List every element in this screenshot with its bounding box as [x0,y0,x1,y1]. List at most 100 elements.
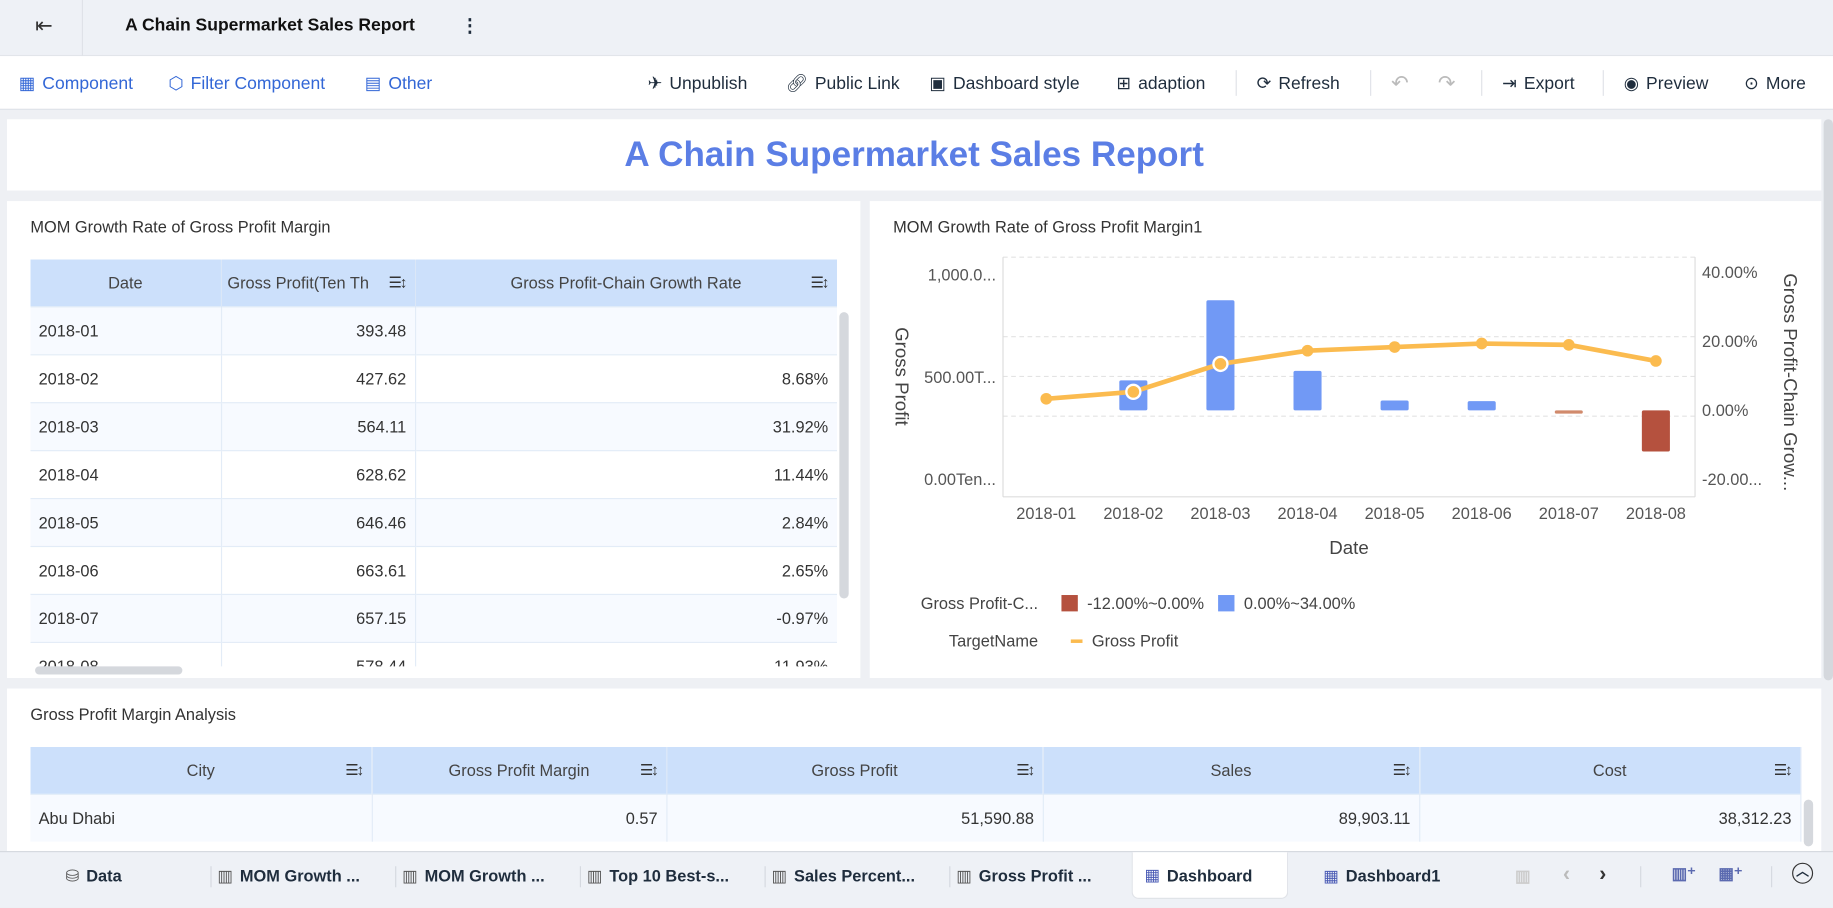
table-row: 2018-06 663.61 2.65% [30,545,838,594]
table-cell: 2018-07 [30,593,222,642]
table-cell: 2.84% [414,497,838,546]
table-cell: 89,903.11 [1042,793,1420,842]
refresh-button[interactable]: ⟳ Refresh [1256,73,1340,94]
column-header[interactable]: Sales ☰↕ [1042,746,1420,794]
other-button[interactable]: ▤ Other [364,73,433,94]
line-point-2018-04 [1301,344,1314,357]
table-cell: 2018-04 [30,449,222,498]
unpublish-icon: ✈ [647,73,663,94]
x-tick-label: 2018-04 [1278,505,1338,523]
dashboard-style-button[interactable]: ▣ Dashboard style [929,73,1080,94]
divider [1370,70,1372,96]
column-header-growth-rate[interactable]: Gross Profit-Chain Growth Rate ☰↕ [414,259,838,307]
widget-title: Gross Profit Margin Analysis [30,704,236,724]
gross-profit-line [1046,341,1657,402]
scroll-left-icon[interactable]: ‹ [1562,861,1570,885]
legend-item-negative[interactable]: -12.00%~0.00% [1087,593,1205,613]
kebab-icon[interactable]: ⋮ [460,16,480,37]
adaption-button[interactable]: ⊞ adaption [1116,73,1206,94]
table-row: 2018-05 646.46 2.84% [30,497,838,546]
tab-mom-growth[interactable]: ▥ MOM Growth ... [217,865,360,885]
left-axis-title: Gross Profit [891,327,912,426]
table-cell [414,305,838,355]
tab-dashboard[interactable]: ▦ Dashboard [1131,852,1289,899]
table-cell: 564.11 [220,401,416,451]
public-link-button[interactable]: 🔗︎ Public Link [785,73,900,94]
add-dashboard-icon[interactable]: ▦⁺ [1718,863,1743,883]
table-cell: 2018-02 [30,353,222,403]
right-tick-label: 40.00% [1702,264,1758,282]
tab-dashboard1[interactable]: ▦ Dashboard1 [1323,865,1441,885]
title-bar: ⇤ A Chain Supermarket Sales Report ⋮ [0,0,1833,57]
table-cell: -0.97% [414,593,838,642]
sort-icon[interactable]: ☰↕ [388,273,408,292]
sort-icon[interactable]: ☰↕ [345,761,364,779]
eye-icon: ◉ [1623,73,1640,94]
add-doc-icon: ▤ [364,73,382,94]
table-cell: 2018-06 [30,545,222,594]
unpublish-button[interactable]: ✈ Unpublish [647,73,748,94]
table-cell: 11.44% [414,449,838,498]
redo-icon[interactable]: ↷ [1437,70,1456,95]
bar-2018-06 [1467,401,1496,411]
undo-icon[interactable]: ↶ [1391,70,1409,95]
tab-data[interactable]: ⛁ Data [65,865,122,885]
dashboard-title-card: A Chain Supermarket Sales Report [7,119,1822,191]
export-button[interactable]: ⇥ Export [1502,73,1575,94]
table-cell: 31.92% [414,401,838,451]
sort-icon[interactable]: ☰↕ [1016,761,1035,779]
vertical-scrollbar[interactable] [839,312,849,599]
right-tick-label: 20.00% [1702,333,1758,351]
target-legend: TargetName Gross Profit [948,631,1179,650]
column-header[interactable]: Cost ☰↕ [1419,746,1801,794]
sort-icon[interactable]: ☰↕ [1773,761,1793,779]
component-button[interactable]: ▦ Component [18,73,133,94]
scroll-right-icon[interactable]: › [1599,861,1607,885]
sort-icon[interactable]: ☰↕ [1392,761,1412,779]
dashboard-title: A Chain Supermarket Sales Report [624,135,1204,175]
table-cell: 578.44 [220,641,416,667]
chart-icon: ▥ [1515,866,1531,885]
chart-icon: ▥ [586,865,603,885]
vertical-scrollbar[interactable] [1803,799,1814,847]
tab-gross-profit[interactable]: ▥ Gross Profit ... [956,865,1092,885]
table-cell: 2.65% [414,545,838,594]
x-tick-label: 2018-08 [1626,505,1686,523]
line-point-2018-01 [1040,392,1053,405]
legend-item-gross-profit[interactable]: Gross Profit [1091,631,1179,650]
line-point-2018-06 [1475,337,1488,350]
column-header-gross-profit[interactable]: Gross Profit(Ten Th ☰↕ [220,259,416,307]
collapse-up-icon[interactable]: ︿ [1792,862,1814,884]
column-header[interactable]: Gross Profit Margin ☰↕ [371,746,667,794]
tab-top-10-best-s[interactable]: ▥ Top 10 Best-s... [586,865,730,885]
left-tick-label: 500.00T... [924,369,996,387]
horizontal-scrollbar[interactable] [35,666,183,675]
adaption-icon: ⊞ [1116,73,1132,94]
table-cell: 0.57 [371,793,667,842]
filter-component-button[interactable]: ⬡ Filter Component [168,73,326,94]
add-chart-sheet-icon[interactable]: ▥⁺ [1671,863,1696,883]
tab-mom-growth[interactable]: ▥ MOM Growth ... [402,865,545,885]
more-button[interactable]: ⊙ More [1744,73,1806,94]
x-tick-label: 2018-03 [1190,505,1250,523]
divider [1235,70,1237,96]
table-cell: 8.68% [414,353,838,403]
sort-icon[interactable]: ☰↕ [810,273,830,292]
left-tick-label: 1,000.0... [928,267,996,285]
sort-icon[interactable]: ☰↕ [639,761,659,779]
column-header[interactable]: City ☰↕ [30,746,373,794]
tab-sales-percent[interactable]: ▥ Sales Percent... [771,865,916,885]
table-widget-mom: MOM Growth Rate of Gross Profit Margin D… [7,201,861,679]
legend-item-positive[interactable]: 0.00%~34.00% [1243,593,1356,613]
chart-icon: ▥ [956,865,972,885]
page-scrollbar[interactable] [1823,119,1833,681]
exit-icon[interactable]: ⇤ [35,14,53,38]
bar-2018-04 [1293,370,1322,411]
legend-swatch-positive [1218,595,1235,612]
column-header-date[interactable]: Date [30,259,222,307]
table-cell: 2018-01 [30,305,222,355]
table-row: 2018-02 427.62 8.68% [30,353,838,403]
report-title: A Chain Supermarket Sales Report [125,15,415,36]
column-header[interactable]: Gross Profit ☰↕ [666,746,1044,794]
preview-button[interactable]: ◉ Preview [1623,73,1709,94]
